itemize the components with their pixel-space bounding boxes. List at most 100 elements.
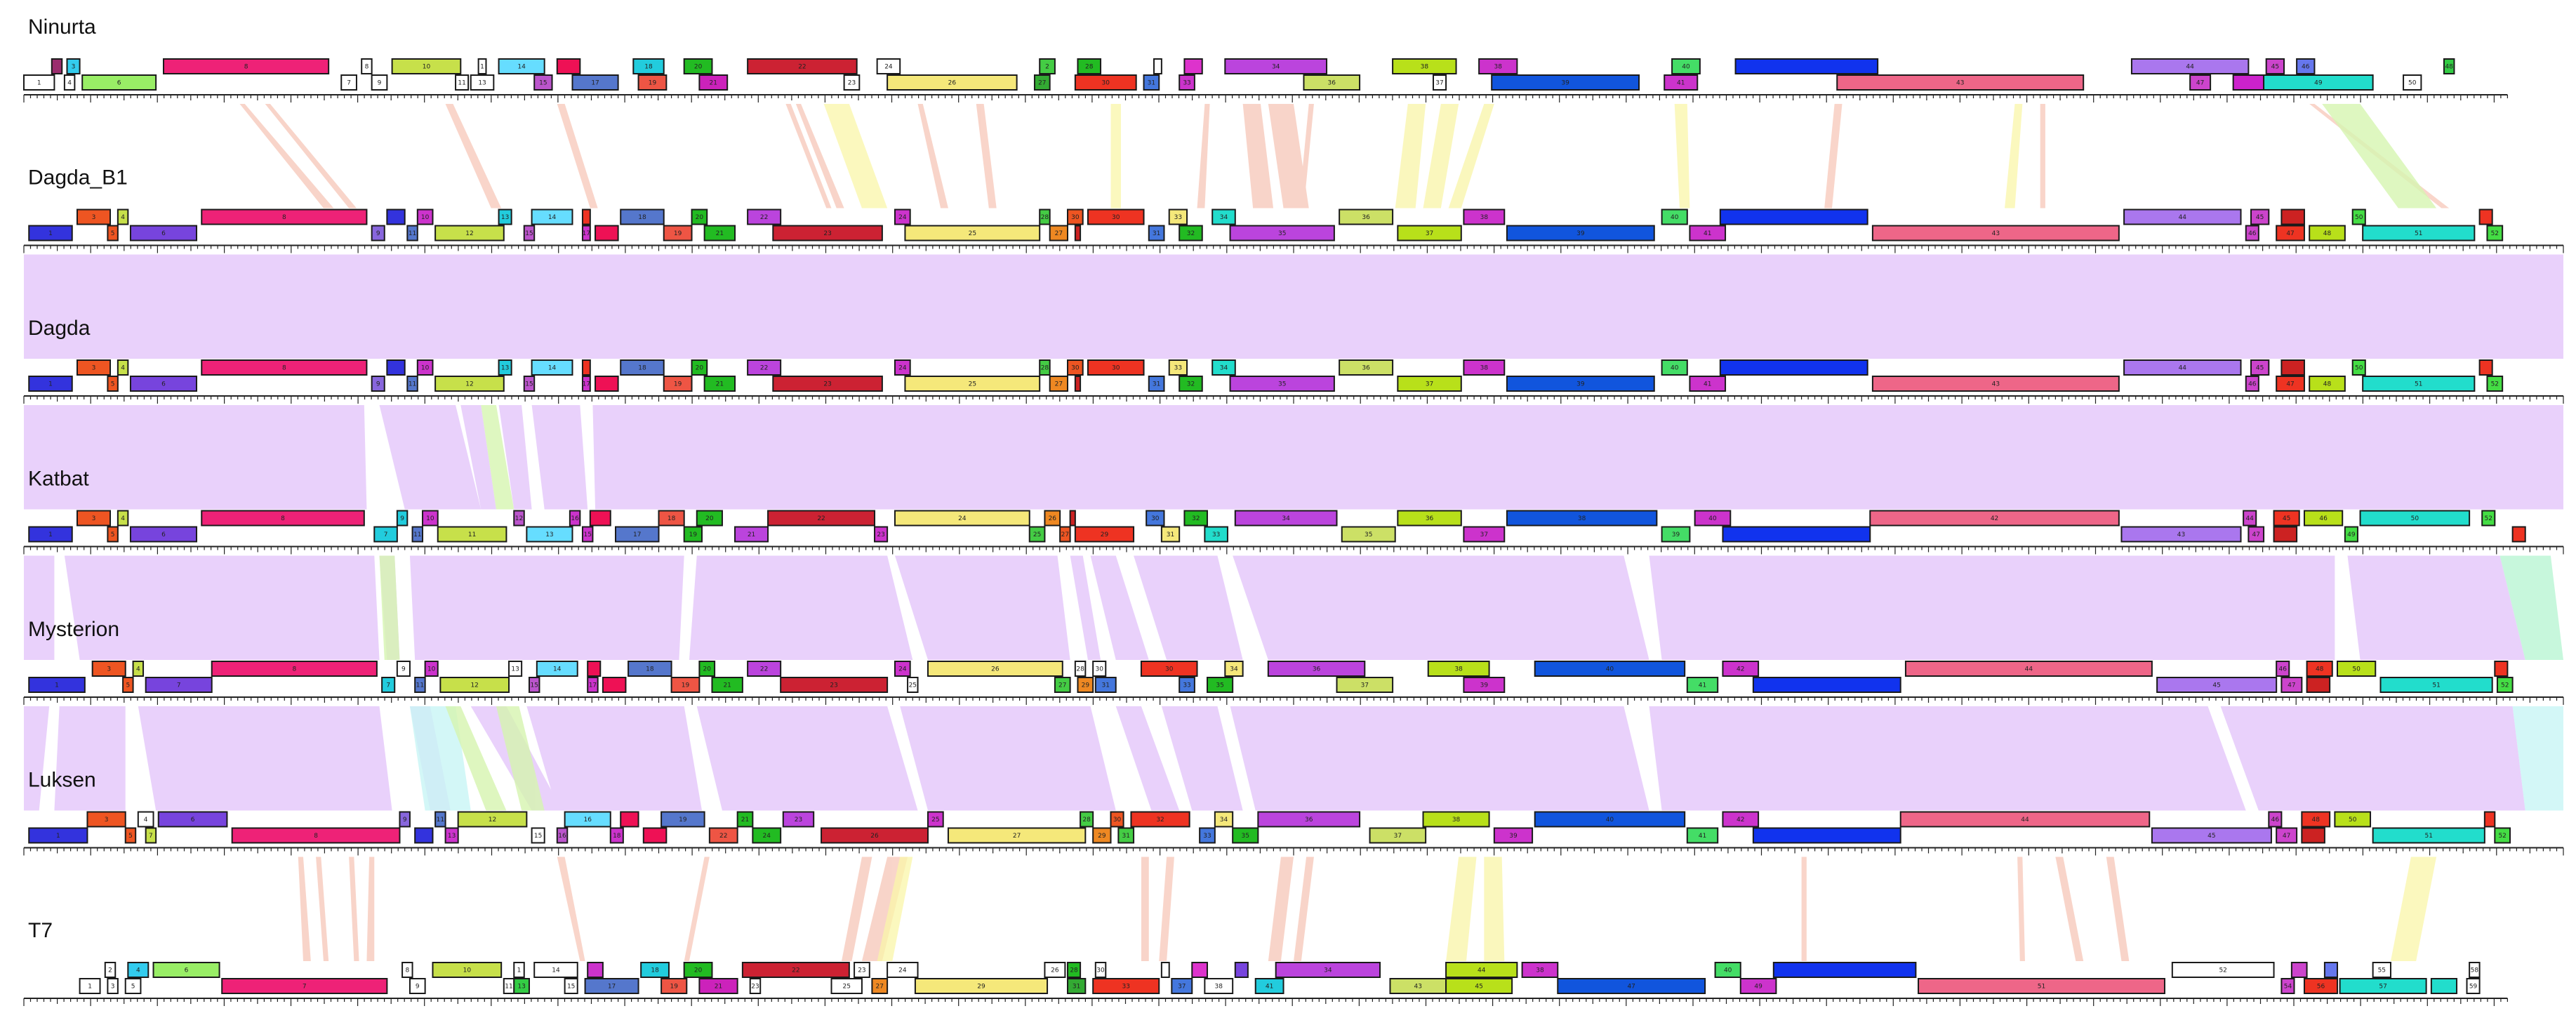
gene-arrow[interactable]: 52	[2171, 962, 2275, 978]
gene-arrow[interactable]: 35	[1232, 827, 1259, 844]
gene-arrow[interactable]: 10	[432, 962, 503, 978]
gene-arrow[interactable]: 20	[691, 359, 708, 376]
gene-arrow[interactable]: 20	[696, 510, 723, 527]
gene-arrow[interactable]: 26	[1044, 510, 1061, 527]
gene-arrow[interactable]: 4	[127, 962, 150, 978]
gene-arrow[interactable]: 4	[137, 811, 154, 828]
gene-arrow[interactable]: 39	[1491, 74, 1640, 91]
gene-arrow[interactable]: 2	[104, 962, 117, 978]
gene-arrow[interactable]: 50	[2359, 510, 2471, 527]
gene-arrow[interactable]: 20	[698, 661, 716, 677]
gene-arrow[interactable]: 8	[211, 661, 378, 677]
gene-arrow[interactable]	[2478, 359, 2493, 376]
gene-arrow[interactable]: 10	[416, 359, 434, 376]
gene-arrow[interactable]: 21	[736, 811, 754, 828]
gene-arrow[interactable]: 50	[2403, 74, 2422, 91]
gene-arrow[interactable]: 13	[526, 526, 573, 543]
gene-arrow[interactable]: 40	[1671, 58, 1701, 74]
gene-arrow[interactable]: 27	[1059, 526, 1071, 543]
gene-arrow[interactable]: 11	[411, 526, 424, 543]
gene-arrow[interactable]: 30	[1066, 359, 1084, 376]
gene-arrow[interactable]: 12	[434, 376, 505, 392]
gene-arrow[interactable]: 57	[2339, 978, 2427, 994]
gene-arrow[interactable]: 17	[584, 978, 639, 994]
gene-arrow[interactable]: 19	[663, 225, 693, 242]
gene-arrow[interactable]	[602, 677, 627, 693]
gene-arrow[interactable]	[2511, 526, 2526, 543]
gene-arrow[interactable]: 37	[1397, 225, 1462, 242]
gene-arrow[interactable]: 36	[1303, 74, 1361, 91]
gene-arrow[interactable]: 29	[1092, 827, 1112, 844]
gene-arrow[interactable]: 26	[821, 827, 929, 844]
gene-arrow[interactable]	[386, 209, 406, 225]
gene-arrow[interactable]: 8	[162, 58, 330, 74]
gene-arrow[interactable]: 21	[698, 74, 729, 91]
gene-arrow[interactable]	[1074, 376, 1082, 392]
gene-arrow[interactable]: 46	[2245, 376, 2259, 392]
gene-arrow[interactable]: 41	[1689, 376, 1727, 392]
gene-arrow[interactable]: 25	[830, 978, 863, 994]
gene-arrow[interactable]: 3	[91, 661, 126, 677]
gene-arrow[interactable]: 6	[129, 376, 198, 392]
gene-arrow[interactable]: 25	[1028, 526, 1046, 543]
gene-arrow[interactable]: 28	[1039, 359, 1051, 376]
gene-arrow[interactable]: 19	[660, 978, 688, 994]
gene-arrow[interactable]: 40	[1661, 359, 1688, 376]
gene-arrow[interactable]: 9	[396, 510, 409, 527]
gene-arrow[interactable]: 33	[1179, 74, 1195, 91]
gene-arrow[interactable]: 39	[1506, 225, 1655, 242]
gene-arrow[interactable]: 20	[683, 58, 713, 74]
gene-arrow[interactable]: 11	[503, 978, 515, 994]
gene-arrow[interactable]	[642, 827, 668, 844]
gene-arrow[interactable]: 47	[2276, 376, 2305, 392]
gene-arrow[interactable]: 22	[747, 209, 782, 225]
gene-arrow[interactable]	[2430, 978, 2458, 994]
gene-arrow[interactable]: 15	[533, 74, 553, 91]
gene-arrow[interactable]	[595, 225, 619, 242]
gene-arrow[interactable]: 33	[1179, 677, 1195, 693]
gene-arrow[interactable]: 25	[904, 376, 1041, 392]
gene-arrow[interactable]: 17	[587, 677, 599, 693]
gene-arrow[interactable]: 21	[734, 526, 769, 543]
gene-arrow[interactable]: 51	[2372, 827, 2485, 844]
gene-arrow[interactable]: 45	[2250, 359, 2270, 376]
gene-arrow[interactable]: 17	[581, 225, 591, 242]
gene-arrow[interactable]: 7	[373, 526, 398, 543]
gene-arrow[interactable]: 4	[117, 359, 129, 376]
gene-arrow[interactable]: 18	[609, 827, 624, 844]
gene-arrow[interactable]: 3	[107, 978, 119, 994]
gene-arrow[interactable]: 6	[129, 526, 198, 543]
gene-arrow[interactable]: 31	[1143, 74, 1160, 91]
gene-arrow[interactable]: 24	[894, 661, 911, 677]
gene-arrow[interactable]: 9	[371, 376, 385, 392]
gene-arrow[interactable]: 46	[2268, 811, 2283, 828]
gene-arrow[interactable]: 48	[2309, 225, 2346, 242]
gene-arrow[interactable]: 22	[767, 510, 876, 527]
gene-arrow[interactable]: 45	[2156, 677, 2278, 693]
gene-arrow[interactable]: 49	[1739, 978, 1777, 994]
gene-arrow[interactable]: 19	[683, 526, 703, 543]
gene-arrow[interactable]: 34	[1234, 510, 1338, 527]
gene-arrow[interactable]: 42	[1722, 811, 1760, 828]
gene-arrow[interactable]: 3	[76, 510, 112, 527]
gene-arrow[interactable]: 55	[2372, 962, 2391, 978]
gene-arrow[interactable]: 40	[1661, 209, 1688, 225]
gene-arrow[interactable]	[2306, 677, 2331, 693]
gene-arrow[interactable]	[595, 376, 619, 392]
gene-arrow[interactable]: 38	[1478, 58, 1518, 74]
gene-arrow[interactable]: 3	[66, 58, 81, 74]
gene-arrow[interactable]: 48	[2301, 811, 2331, 828]
gene-arrow[interactable]	[587, 661, 602, 677]
gene-arrow[interactable]	[51, 58, 63, 74]
gene-arrow[interactable]: 42	[1869, 510, 2120, 527]
gene-arrow[interactable]: 17	[571, 74, 619, 91]
gene-arrow[interactable]: 26	[1044, 962, 1066, 978]
gene-arrow[interactable]: 24	[887, 962, 919, 978]
gene-arrow[interactable]: 39	[1661, 526, 1691, 543]
gene-arrow[interactable]: 4	[132, 661, 145, 677]
gene-arrow[interactable]: 9	[399, 811, 411, 828]
gene-arrow[interactable]: 47	[1557, 978, 1706, 994]
gene-arrow[interactable]: 10	[424, 661, 439, 677]
gene-arrow[interactable]: 10	[391, 58, 462, 74]
gene-arrow[interactable]: 30	[1087, 359, 1145, 376]
